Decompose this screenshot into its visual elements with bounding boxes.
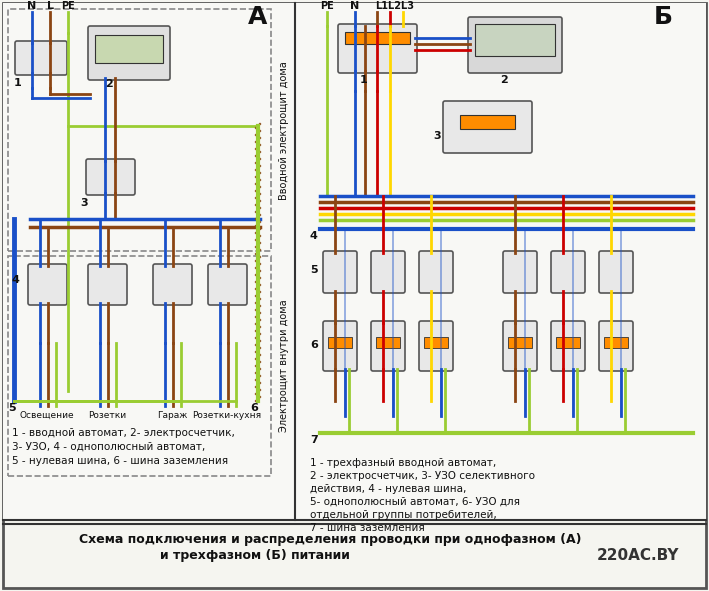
Text: 3: 3 — [80, 198, 88, 208]
FancyBboxPatch shape — [371, 251, 405, 293]
Text: Электрощит внутри дома: Электрощит внутри дома — [279, 300, 289, 432]
Text: 6: 6 — [310, 340, 318, 350]
Bar — [460, 115, 515, 129]
Text: 3- УЗО, 4 - однополюсный автомат,: 3- УЗО, 4 - однополюсный автомат, — [12, 442, 205, 452]
FancyBboxPatch shape — [503, 321, 537, 371]
FancyBboxPatch shape — [551, 251, 585, 293]
Text: 4: 4 — [310, 231, 318, 241]
Text: 7 - шина заземления: 7 - шина заземления — [310, 523, 425, 533]
Bar — [424, 337, 448, 348]
Text: N: N — [28, 1, 37, 11]
Text: действия, 4 - нулевая шина,: действия, 4 - нулевая шина, — [310, 484, 467, 494]
Bar — [95, 35, 163, 63]
Text: Схема подключения и распределения проводки при однофазном (А): Схема подключения и распределения провод… — [79, 532, 581, 545]
Bar — [604, 337, 628, 348]
Text: L1L2L3: L1L2L3 — [376, 1, 415, 11]
Text: L: L — [47, 1, 53, 11]
Text: 2: 2 — [105, 79, 113, 89]
FancyBboxPatch shape — [419, 321, 453, 371]
Text: 5- однополюсный автомат, 6- УЗО для: 5- однополюсный автомат, 6- УЗО для — [310, 497, 520, 507]
Text: 3: 3 — [433, 131, 440, 141]
FancyBboxPatch shape — [599, 251, 633, 293]
Bar — [508, 337, 532, 348]
Text: 1 - вводной автомат, 2- электросчетчик,: 1 - вводной автомат, 2- электросчетчик, — [12, 428, 235, 438]
Text: 5 - нулевая шина, 6 - шина заземления: 5 - нулевая шина, 6 - шина заземления — [12, 456, 228, 466]
FancyBboxPatch shape — [599, 321, 633, 371]
Text: 2: 2 — [500, 75, 508, 85]
Text: 5: 5 — [8, 403, 16, 413]
Text: 4: 4 — [12, 275, 20, 285]
Text: и трехфазном (Б) питании: и трехфазном (Б) питании — [160, 550, 350, 563]
FancyBboxPatch shape — [323, 251, 357, 293]
FancyBboxPatch shape — [323, 321, 357, 371]
FancyBboxPatch shape — [88, 26, 170, 80]
Text: 6: 6 — [250, 403, 258, 413]
FancyBboxPatch shape — [419, 251, 453, 293]
Bar — [3, 3, 706, 520]
FancyBboxPatch shape — [28, 264, 67, 305]
Text: Розетки-кухня: Розетки-кухня — [192, 411, 262, 420]
FancyBboxPatch shape — [503, 251, 537, 293]
Text: 1: 1 — [360, 75, 368, 85]
Text: Освещение: Освещение — [20, 411, 74, 420]
FancyBboxPatch shape — [88, 264, 127, 305]
Text: PE: PE — [320, 1, 334, 11]
Text: отдельной группы потребителей,: отдельной группы потребителей, — [310, 510, 497, 520]
Text: 2 - электросчетчик, 3- УЗО селективного: 2 - электросчетчик, 3- УЗО селективного — [310, 471, 535, 481]
Bar — [8, 9, 271, 251]
Text: А: А — [248, 5, 268, 29]
Bar — [328, 337, 352, 348]
Bar — [376, 337, 400, 348]
Text: Розетки: Розетки — [88, 411, 126, 420]
Bar — [345, 32, 410, 44]
Text: 220AC.BY: 220AC.BY — [597, 548, 679, 563]
FancyBboxPatch shape — [153, 264, 192, 305]
Text: 1: 1 — [14, 78, 22, 88]
Bar — [475, 24, 555, 56]
FancyBboxPatch shape — [86, 159, 135, 195]
FancyBboxPatch shape — [551, 321, 585, 371]
FancyBboxPatch shape — [443, 101, 532, 153]
FancyBboxPatch shape — [371, 321, 405, 371]
Text: N: N — [350, 1, 359, 11]
Text: Гараж: Гараж — [157, 411, 187, 420]
Text: Б: Б — [654, 5, 673, 29]
Text: PE: PE — [61, 1, 75, 11]
Bar — [8, 256, 271, 476]
Text: Вводной электрощит дома: Вводной электрощит дома — [279, 61, 289, 200]
Text: 7: 7 — [310, 435, 318, 445]
FancyBboxPatch shape — [338, 24, 417, 73]
Text: 5: 5 — [310, 265, 318, 275]
FancyBboxPatch shape — [468, 17, 562, 73]
FancyBboxPatch shape — [15, 41, 67, 75]
Bar — [556, 337, 580, 348]
FancyBboxPatch shape — [208, 264, 247, 305]
Text: 1 - трехфазный вводной автомат,: 1 - трехфазный вводной автомат, — [310, 458, 496, 468]
